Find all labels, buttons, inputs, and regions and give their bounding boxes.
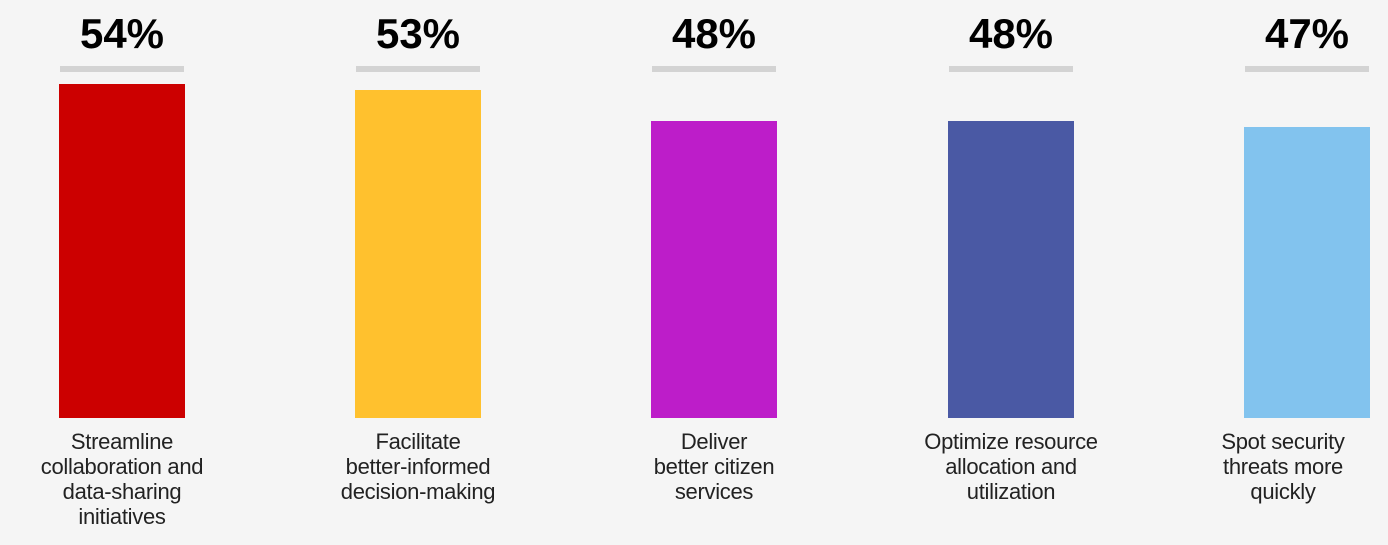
bar: [651, 121, 777, 418]
value-underline: [356, 66, 480, 72]
bar-group: 53% Facilitate better-informed decision-m…: [313, 0, 523, 545]
bar: [355, 90, 481, 418]
bar-group: 48% Optimize resource allocation and util…: [906, 0, 1116, 545]
bar: [948, 121, 1074, 418]
value-label: 48%: [968, 10, 1054, 57]
value-label: 47%: [1264, 10, 1350, 57]
category-label: Spot security threats more quickly: [1221, 429, 1345, 504]
bar: [1244, 127, 1370, 418]
category-label: Deliver better citizen services: [653, 429, 775, 504]
value-label: 53%: [375, 10, 461, 57]
value-underline: [1245, 66, 1369, 72]
value-underline: [652, 66, 776, 72]
bar-group: 54% Streamline collaboration and data-sha…: [17, 0, 227, 545]
value-underline: [949, 66, 1073, 72]
value-label: 54%: [79, 10, 165, 57]
category-label: Optimize resource allocation and utiliza…: [924, 429, 1098, 504]
value-underline: [60, 66, 184, 72]
value-label: 48%: [671, 10, 757, 57]
category-label: Streamline collaboration and data-sharin…: [40, 429, 204, 529]
bar-group: 47% Spot security threats more quickly: [1178, 0, 1388, 545]
category-label: Facilitate better-informed decision-maki…: [340, 429, 496, 504]
bar: [59, 84, 185, 418]
bar-group: 48% Deliver better citizen services: [609, 0, 819, 545]
